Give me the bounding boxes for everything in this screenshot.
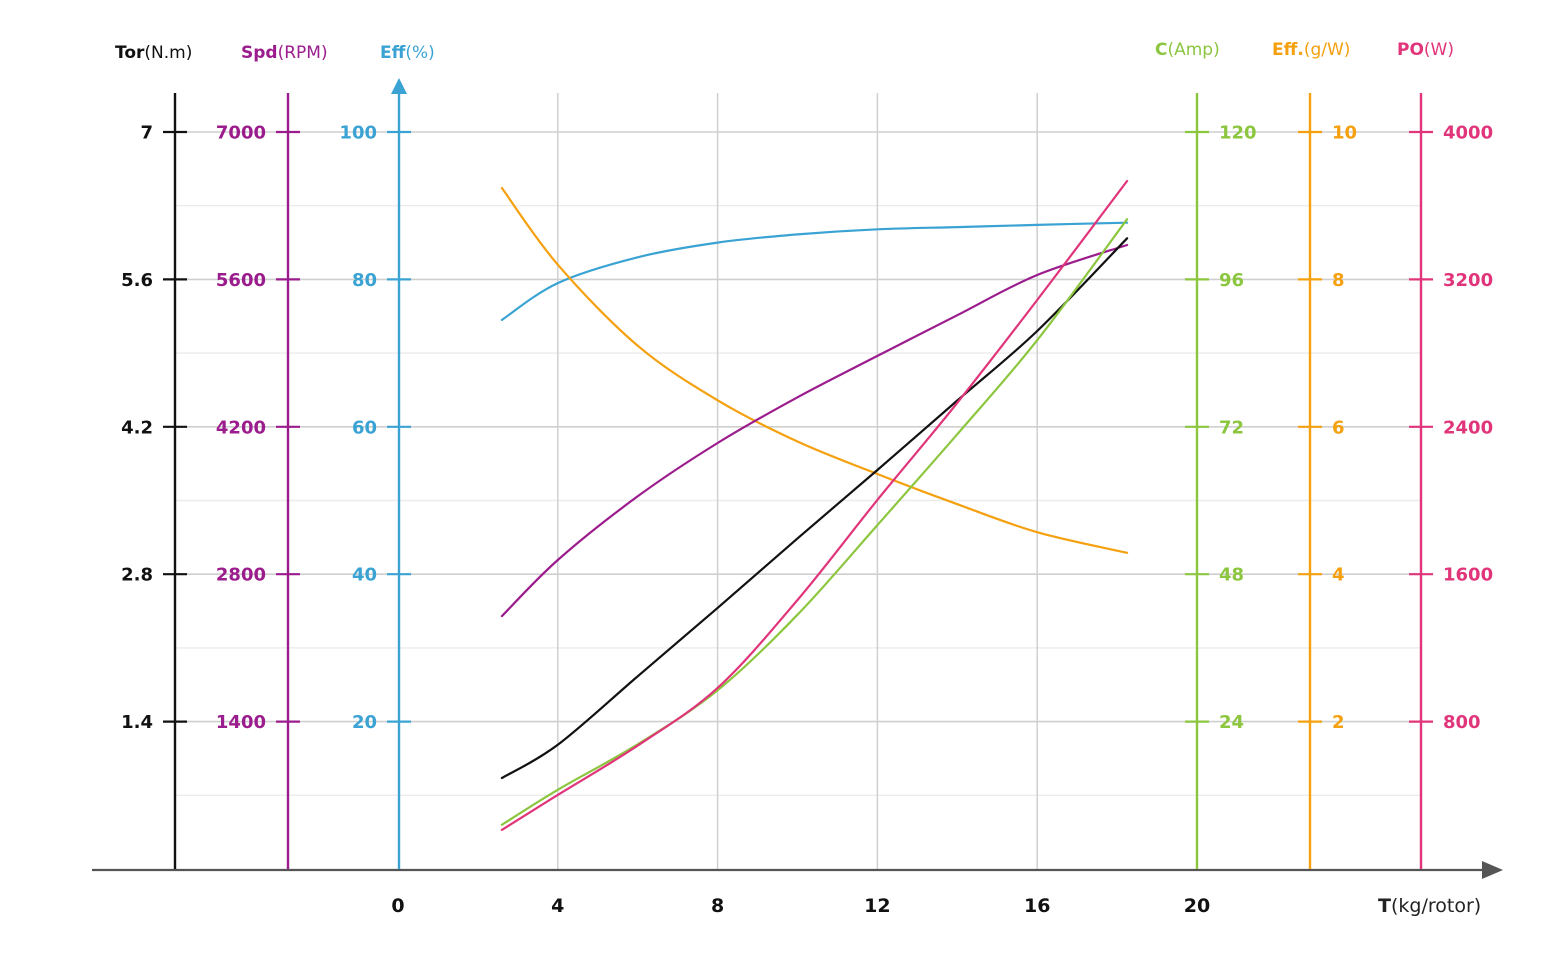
- x-tick-label: 0: [391, 895, 404, 917]
- x-axis-label-unit: (kg/rotor): [1391, 895, 1481, 917]
- po-tick-label: 1600: [1443, 565, 1493, 586]
- labels: T(kg/rotor) 0 4 8 12 16 201.42.84.25.67Tor(N.…: [115, 40, 1493, 917]
- tor-tick-label: 7: [140, 123, 153, 144]
- spd-tick-label: 5600: [216, 270, 266, 291]
- spd-tick-label: 7000: [216, 123, 266, 144]
- tor-tick-label: 4.2: [121, 417, 153, 438]
- tor-axis-title-unit: (N.m): [144, 43, 192, 63]
- x-axis-label: T(kg/rotor): [1378, 895, 1481, 917]
- po-tick-label: 800: [1443, 712, 1481, 733]
- grid: [175, 93, 1421, 869]
- eff-tick-label: 60: [352, 417, 377, 438]
- effg-tick-label: 2: [1332, 712, 1345, 733]
- cur-tick-label: 24: [1219, 712, 1244, 733]
- po-tick-label: 3200: [1443, 270, 1493, 291]
- eff-axis-title-bold: Eff: [380, 43, 406, 63]
- x-tick-label: 12: [864, 895, 890, 917]
- x-axis-arrow-icon: [1482, 861, 1503, 879]
- tor-axis-title: Tor(N.m): [115, 43, 192, 63]
- tor-tick-label: 2.8: [121, 565, 153, 586]
- effg-tick-label: 10: [1332, 123, 1357, 144]
- series-cur-line: [500, 218, 1129, 826]
- tor-tick-label: 1.4: [121, 712, 153, 733]
- eff-tick-label: 20: [352, 712, 377, 733]
- effg-axis-title: Eff.(g/W): [1272, 40, 1350, 60]
- x-tick-label: 20: [1184, 895, 1210, 917]
- effg-tick-label: 4: [1332, 565, 1345, 586]
- x-tick-label: 8: [711, 895, 724, 917]
- eff-axis-title: Eff(%): [380, 43, 435, 63]
- spd-axis-title-bold: Spd: [241, 43, 278, 63]
- series-effg-line: [500, 186, 1129, 554]
- effg-axis-title-unit: (g/W): [1304, 40, 1351, 60]
- effg-tick-label: 8: [1332, 270, 1345, 291]
- eff-axis-title-unit: (%): [405, 43, 434, 63]
- series-po-line: [500, 179, 1129, 831]
- eff-axis-arrow-icon: [391, 78, 407, 94]
- po-axis-title-bold: PO: [1397, 40, 1424, 60]
- po-tick-label: 2400: [1443, 417, 1493, 438]
- cur-axis-title: C(Amp): [1155, 40, 1220, 60]
- spd-tick-label: 1400: [216, 712, 266, 733]
- eff-tick-label: 40: [352, 565, 377, 586]
- cur-tick-label: 72: [1219, 417, 1244, 438]
- cur-axis-title-bold: C: [1155, 40, 1167, 60]
- spd-axis-title: Spd(RPM): [241, 43, 328, 63]
- cur-tick-label: 48: [1219, 565, 1244, 586]
- series-eff-line: [500, 221, 1129, 321]
- x-tick-label: 4: [551, 895, 564, 917]
- series-tor-line: [500, 237, 1129, 780]
- x-axis-label-bold: T: [1378, 895, 1391, 917]
- tor-axis-title-bold: Tor: [115, 43, 145, 63]
- po-axis-title-unit: (W): [1424, 40, 1454, 60]
- spd-tick-label: 4200: [216, 417, 266, 438]
- effg-axis-title-bold: Eff.: [1272, 40, 1304, 60]
- po-axis-title: PO(W): [1397, 40, 1454, 60]
- po-tick-label: 4000: [1443, 123, 1493, 144]
- spd-axis-title-unit: (RPM): [278, 43, 328, 63]
- x-tick-label: 16: [1024, 895, 1050, 917]
- series-lines: [500, 179, 1129, 831]
- eff-tick-label: 100: [339, 123, 377, 144]
- effg-tick-label: 6: [1332, 417, 1345, 438]
- tor-tick-label: 5.6: [121, 270, 153, 291]
- axes: [92, 78, 1503, 879]
- cur-tick-label: 96: [1219, 270, 1244, 291]
- eff-tick-label: 80: [352, 270, 377, 291]
- cur-axis-title-unit: (Amp): [1167, 40, 1219, 60]
- series-spd-line: [500, 243, 1129, 618]
- cur-tick-label: 120: [1219, 123, 1257, 144]
- spd-tick-label: 2800: [216, 565, 266, 586]
